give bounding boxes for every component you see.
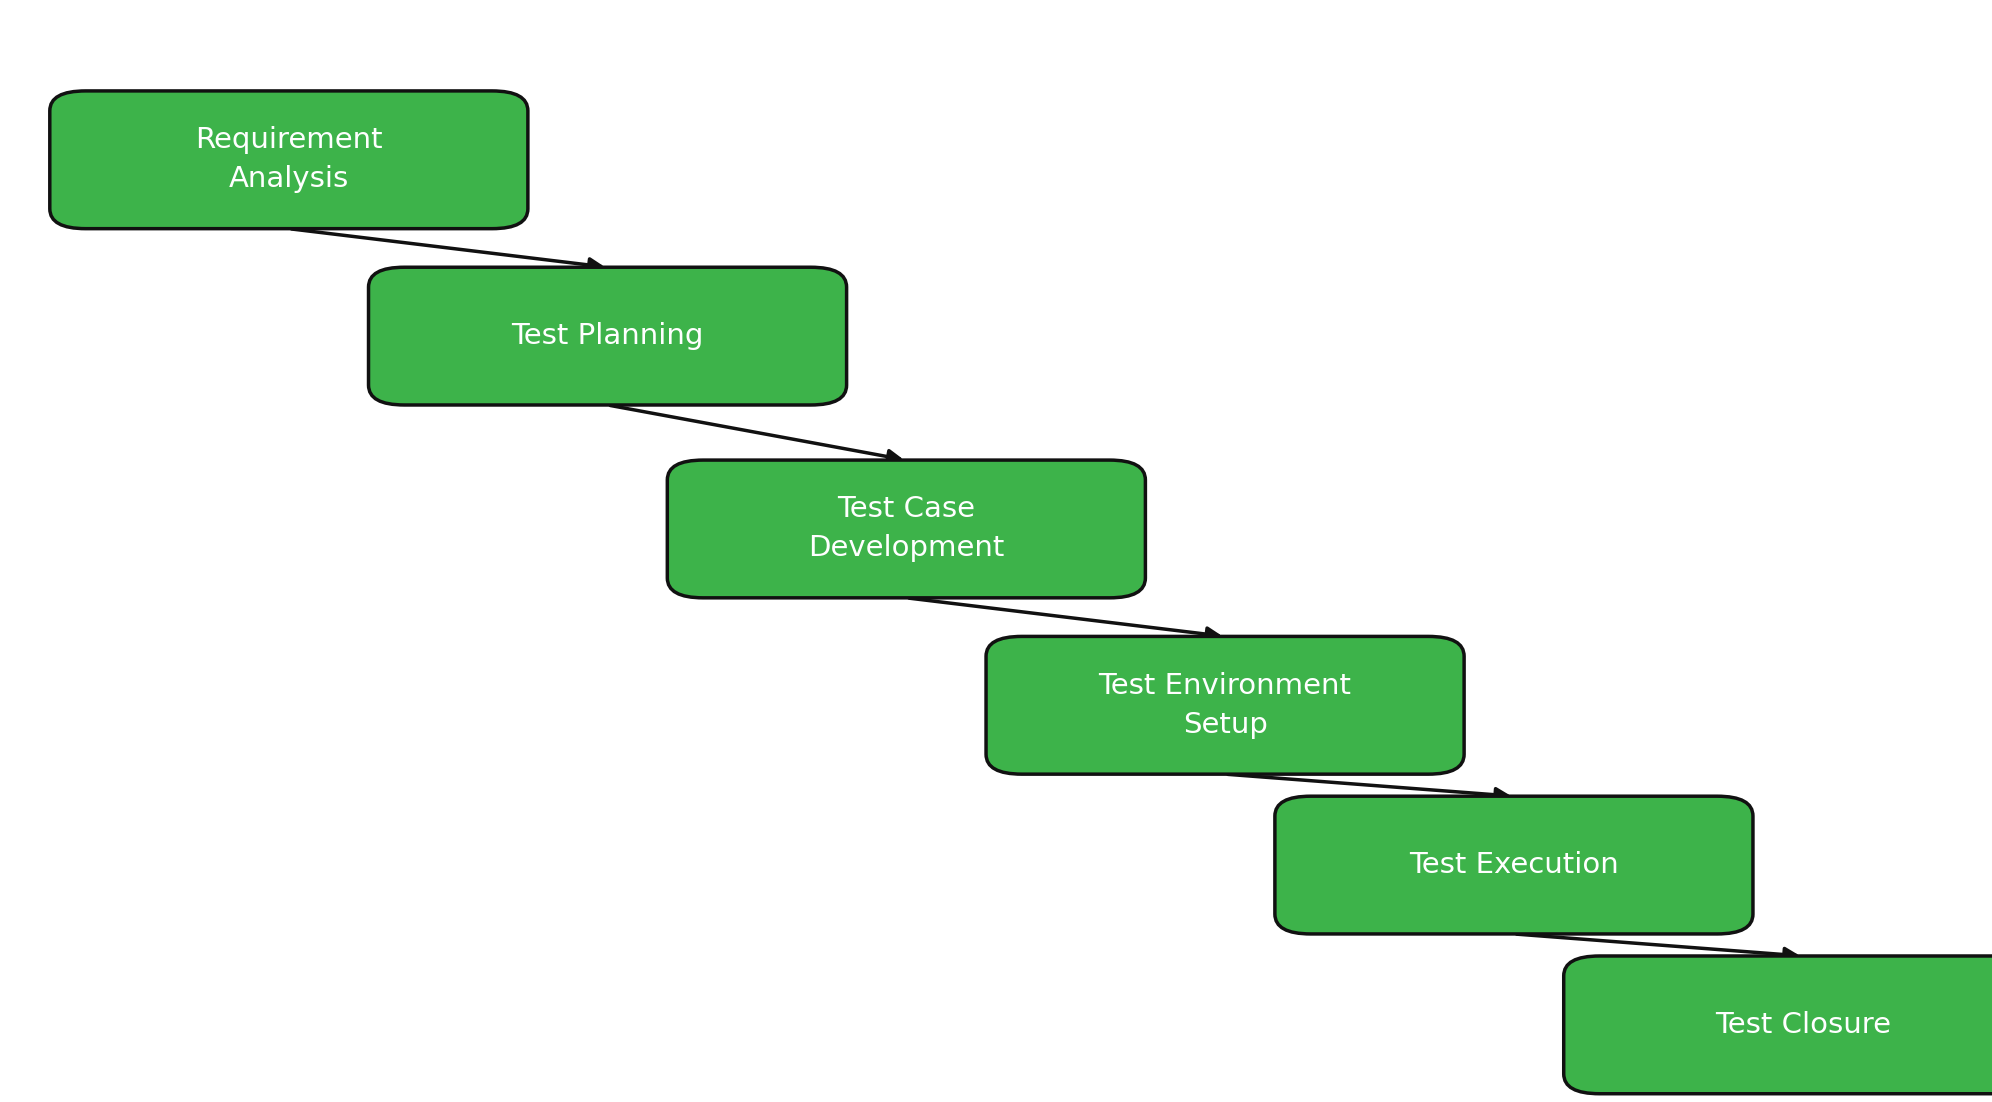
Text: Test Case
Development: Test Case Development	[809, 496, 1004, 562]
Text: Requirement
Analysis: Requirement Analysis	[195, 127, 382, 193]
FancyBboxPatch shape	[1564, 955, 1992, 1093]
Text: Test Planning: Test Planning	[512, 322, 703, 350]
FancyBboxPatch shape	[986, 637, 1464, 774]
Text: Test Execution: Test Execution	[1408, 851, 1619, 879]
FancyBboxPatch shape	[369, 268, 847, 406]
Text: Test Closure: Test Closure	[1715, 1011, 1890, 1039]
FancyBboxPatch shape	[1275, 796, 1753, 934]
Text: Test Environment
Setup: Test Environment Setup	[1098, 672, 1353, 738]
FancyBboxPatch shape	[667, 461, 1145, 597]
FancyBboxPatch shape	[50, 91, 528, 229]
